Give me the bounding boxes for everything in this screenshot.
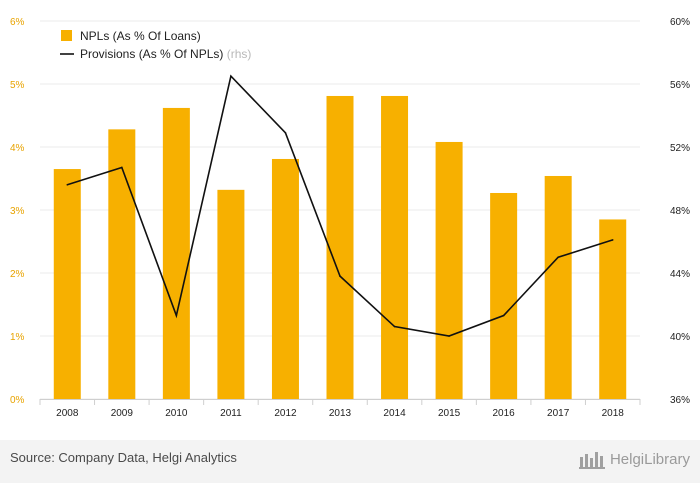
bar-2017 [544,175,572,399]
right-axis-tick: 40% [670,332,690,343]
bar-2013 [326,95,354,399]
library-icon [578,452,605,469]
left-axis-tick: 3% [10,206,25,217]
x-axis-label-2017: 2017 [547,408,570,419]
bar-2018 [599,219,627,399]
provisions-point-2013 [339,275,341,277]
provisions-point-2011 [230,75,232,77]
provisions-point-2018 [611,239,614,241]
bar-2008 [53,169,81,399]
legend-label-provisions: Provisions (As % Of NPLs) (rhs) [80,47,251,61]
left-axis-tick: 2% [10,269,25,280]
x-axis-label-2013: 2013 [329,408,352,419]
x-axis-label-2011: 2011 [220,408,242,419]
provisions-point-2009 [121,166,123,169]
x-axis-label-2012: 2012 [274,408,297,419]
bar-2012 [271,158,299,399]
bar-2015 [435,141,463,399]
provisions-point-2014 [393,325,396,328]
provisions-point-2015 [448,335,450,337]
x-axis-label-2009: 2009 [111,408,134,419]
chart-svg: 0% 1% 2% 3% 4% 5% 6% 36% 40% 44% 48% 52% 56% 60% 2008 2… [10,17,690,419]
x-axis-label-2018: 2018 [602,408,625,419]
provisions-point-2016 [502,314,505,317]
source-note: Source: Company Data, Helgi Analytics [10,450,237,465]
legend-label-npls: NPLs (As % Of Loans) [80,29,201,43]
provisions-point-2010 [175,314,178,317]
left-axis-tick: 1% [10,332,25,343]
bar-2011 [217,189,245,399]
footer: Source: Company Data, Helgi Analytics He… [0,440,700,483]
bar-2010 [162,107,190,399]
right-axis-tick: 48% [670,206,690,217]
brand-name: HelgiLibrary [609,450,690,468]
x-axis-label-2014: 2014 [383,408,406,419]
brand-logo: HelgiLibrary [578,449,690,469]
chart: 0% 1% 2% 3% 4% 5% 6% 36% 40% 44% 48% 52% 56% 60% 2008 2… [10,17,690,419]
bar-2016 [490,192,518,399]
right-axis-tick: 52% [670,143,690,154]
provisions-point-2008 [66,184,69,186]
provisions-point-2017 [557,256,559,259]
right-axis-tick: 44% [670,269,690,280]
legend-swatch-npls [61,30,72,41]
provisions-point-2012 [284,132,287,134]
right-axis-tick: 36% [670,395,690,406]
x-axis-label-2015: 2015 [438,408,461,419]
left-axis-tick: 6% [10,17,25,28]
bar-2014 [381,95,409,399]
left-axis-tick: 4% [10,143,25,154]
left-axis-tick: 0% [10,395,25,406]
left-axis-tick: 5% [10,80,25,91]
x-axis-label-2008: 2008 [56,408,79,419]
x-axis-label-2010: 2010 [165,408,188,419]
bar-2009 [108,129,136,400]
x-axis-label-2016: 2016 [493,408,516,419]
right-axis-tick: 56% [670,80,690,91]
right-axis-tick: 60% [670,17,690,28]
legend-rhs-suffix: (rhs) [227,47,252,61]
